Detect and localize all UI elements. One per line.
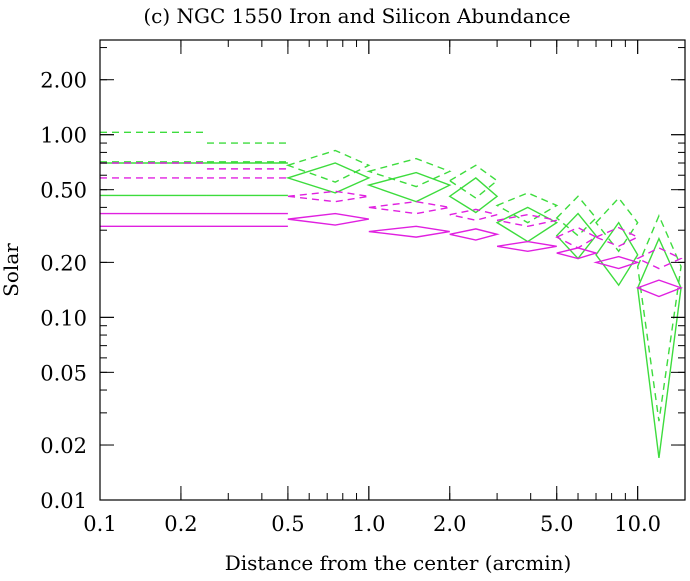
- data-point: [556, 247, 599, 260]
- data-point: [285, 149, 371, 183]
- data-point: [555, 226, 598, 249]
- axes: 0.1 0.2 0.5 1.0 2.0 5.0 10.0 0.01 0.02 0.05 0.10 0.…: [40, 39, 686, 536]
- data-point: [368, 225, 450, 238]
- data-point: [448, 177, 499, 214]
- data-point: [206, 142, 288, 163]
- x-tick-label: 0.5: [271, 512, 304, 536]
- data-point: [366, 171, 452, 203]
- y-tick-label: 0.50: [40, 179, 87, 203]
- data-point: [449, 228, 500, 241]
- data-point: [206, 168, 288, 179]
- data-point: [100, 131, 207, 163]
- data-point: [495, 192, 559, 224]
- data-point: [595, 196, 639, 253]
- data-point: [287, 212, 369, 226]
- x-tick-label: 5.0: [540, 512, 573, 536]
- data-point: [635, 279, 684, 298]
- series-green-solid: [100, 162, 682, 458]
- data-point: [594, 226, 640, 248]
- chart-title: (c) NGC 1550 Iron and Silicon Abundance: [143, 4, 570, 28]
- data-point: [100, 162, 207, 179]
- data-point: [495, 206, 559, 243]
- x-tick-label: 0.2: [164, 512, 197, 536]
- series-magenta-solid: [100, 212, 684, 298]
- y-tick-label: 0.02: [40, 434, 87, 458]
- x-tick-label: 1.0: [352, 512, 385, 536]
- y-tick-label: 1.00: [40, 124, 87, 148]
- data-point: [636, 247, 683, 270]
- data-point: [206, 212, 288, 228]
- data-point: [368, 200, 450, 215]
- data-point: [496, 240, 557, 252]
- y-axis-label: Solar: [0, 243, 23, 297]
- data-point: [555, 212, 597, 260]
- data-point: [100, 212, 207, 228]
- x-tick-label: 0.1: [83, 512, 116, 536]
- data-point: [100, 162, 207, 197]
- data-point: [366, 157, 452, 188]
- data-point: [496, 213, 557, 228]
- data-point: [636, 236, 682, 458]
- y-tick-label: 0.01: [40, 489, 87, 513]
- x-axis-label: Distance from the center (arcmin): [225, 551, 572, 575]
- y-tick-label: 0.10: [40, 306, 87, 330]
- data-point: [287, 190, 369, 203]
- y-tick-label: 2.00: [40, 69, 87, 93]
- series-magenta-dashed: [100, 162, 683, 270]
- y-tick-label: 0.05: [40, 361, 87, 385]
- data-point: [595, 221, 639, 287]
- plot-frame: [99, 39, 686, 501]
- x-tick-label: 2.0: [433, 512, 466, 536]
- data-point: [449, 208, 498, 221]
- y-tick-label: 0.20: [40, 251, 87, 275]
- data-point: [448, 164, 499, 199]
- series-layer: [100, 131, 684, 458]
- data-point: [285, 162, 371, 194]
- data-point: [206, 162, 288, 197]
- series-green-dashed: [100, 131, 682, 422]
- data-point: [636, 213, 682, 422]
- x-tick-label: 10.0: [614, 512, 661, 536]
- data-point: [593, 255, 640, 270]
